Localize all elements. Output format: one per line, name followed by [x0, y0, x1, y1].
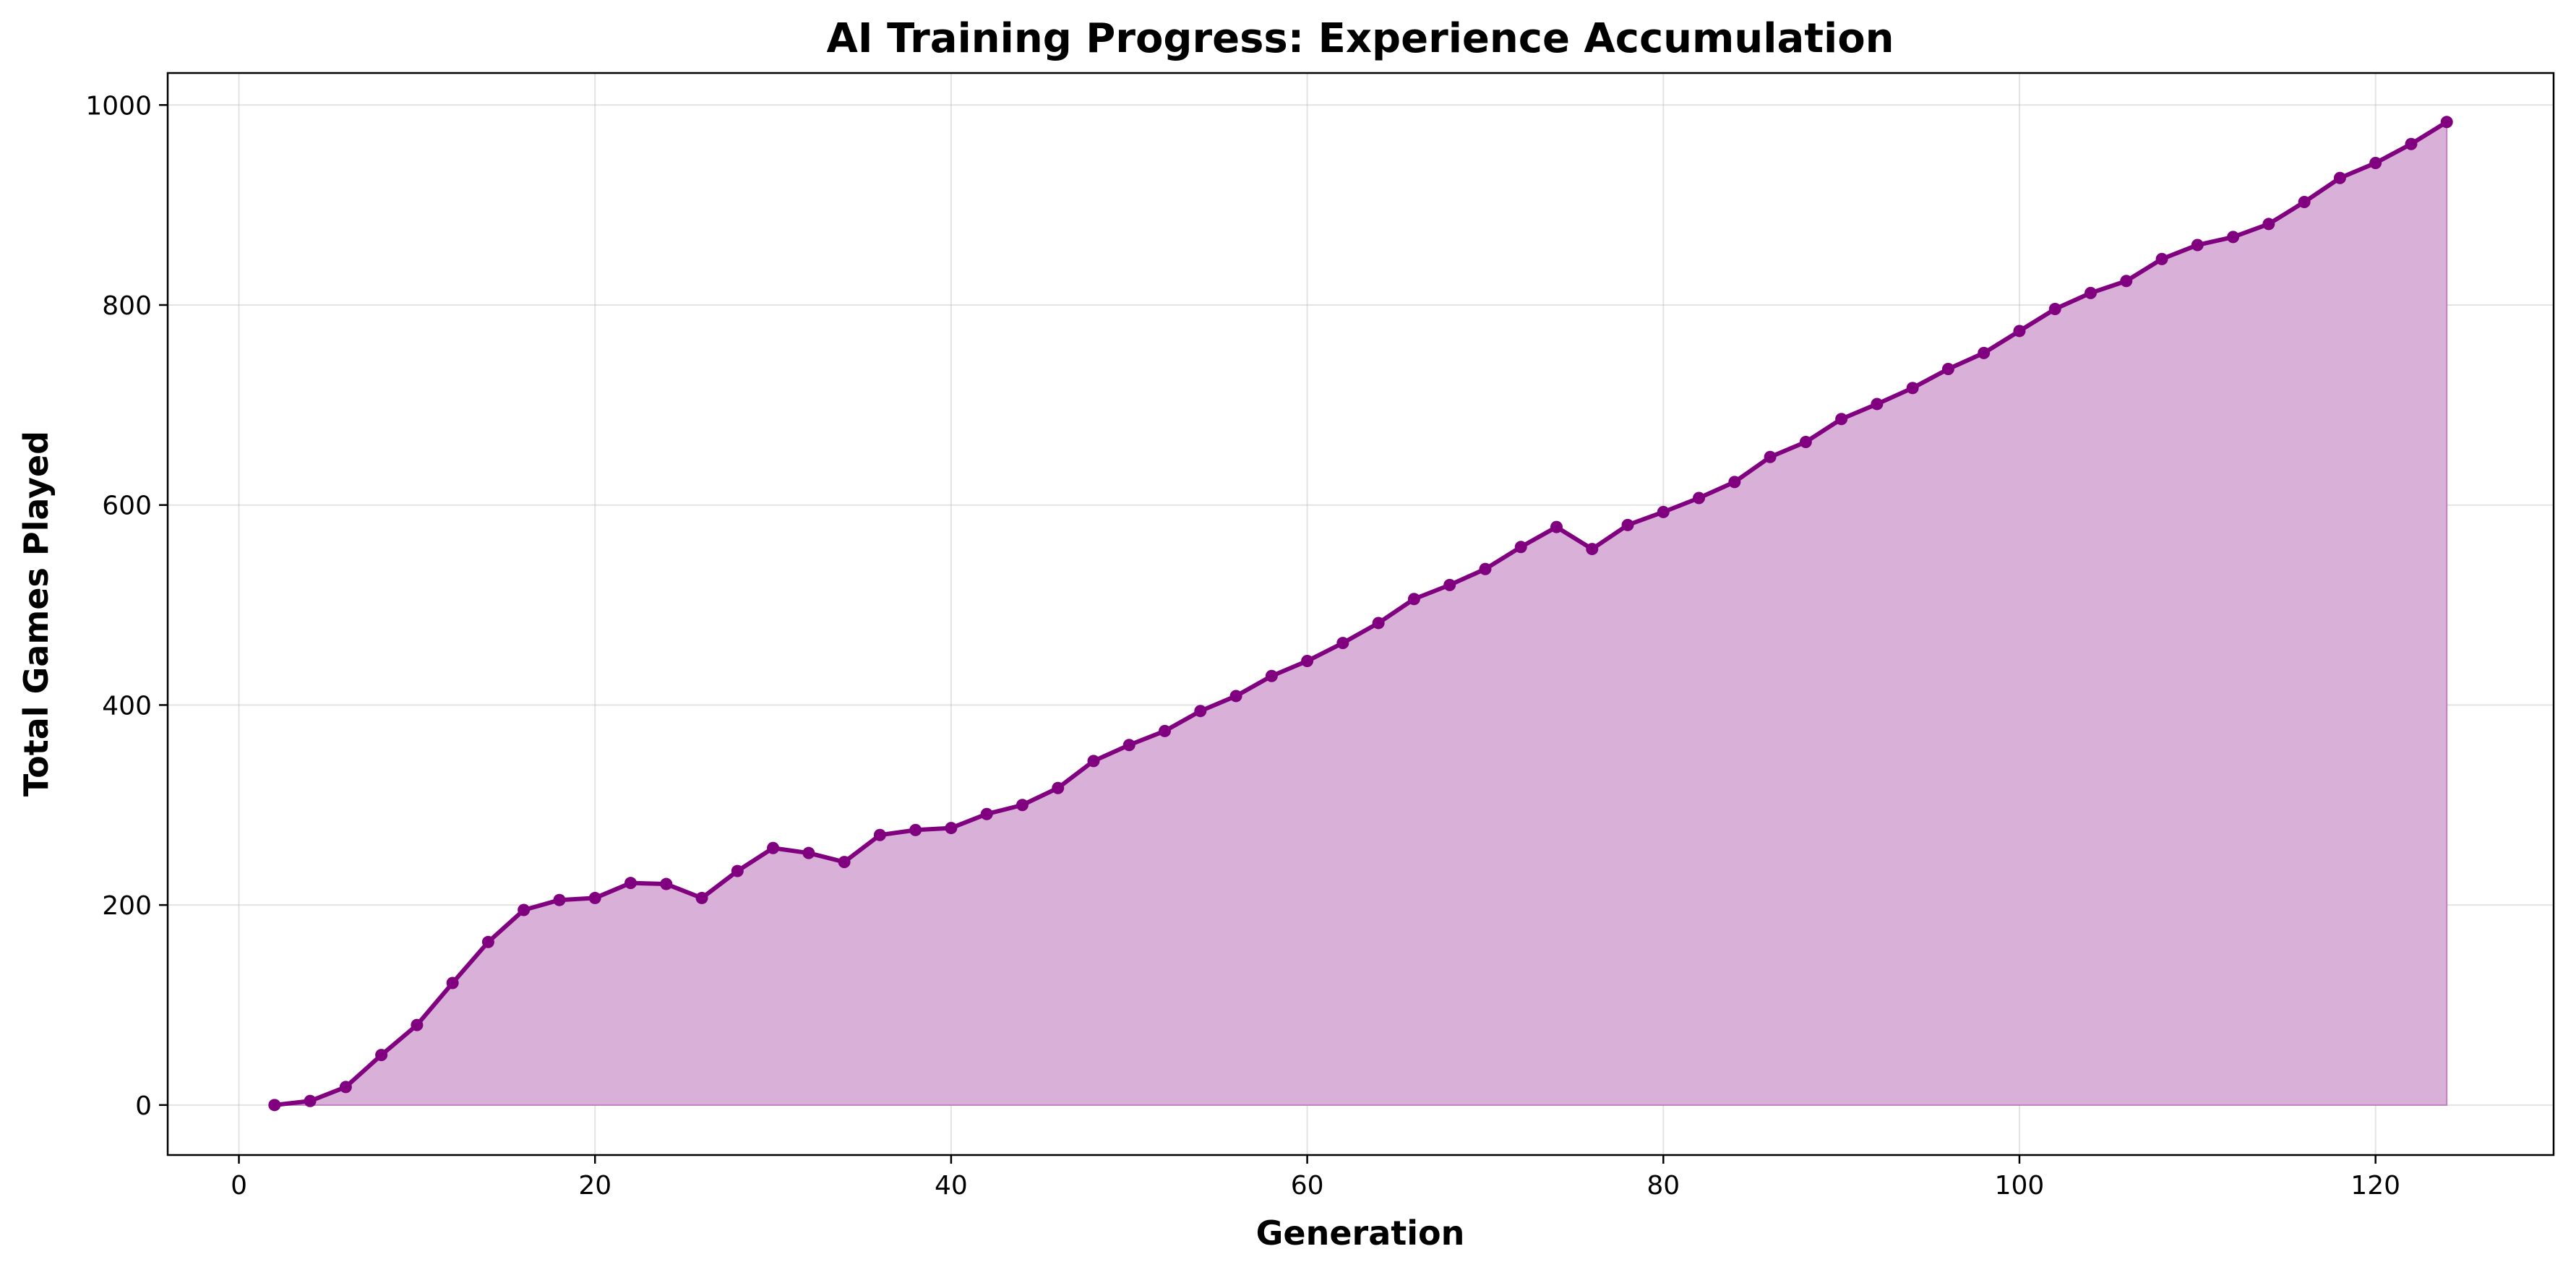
data-point [1229, 690, 1242, 703]
x-tick-label: 0 [231, 1171, 247, 1201]
data-point [1336, 637, 1349, 650]
data-point [1052, 781, 1065, 794]
data-point [945, 822, 958, 835]
data-point [588, 891, 601, 904]
data-point [304, 1094, 317, 1107]
data-point [1764, 450, 1777, 463]
data-point [1514, 541, 1527, 554]
data-point [2013, 325, 2026, 338]
data-point [2333, 171, 2346, 184]
x-axis-ticks: 0 20 40 60 80 100 120 [231, 1155, 2400, 1201]
data-point [2405, 137, 2418, 150]
data-point [481, 935, 494, 948]
data-point [2120, 275, 2133, 288]
data-point [802, 846, 815, 859]
data-point [2440, 116, 2453, 129]
data-point [1479, 562, 1492, 575]
data-point [731, 864, 744, 877]
y-tick-label: 1000 [85, 91, 152, 121]
data-point [2048, 303, 2061, 316]
x-tick-label: 100 [1995, 1171, 2045, 1201]
data-point [2085, 286, 2098, 299]
data-point [1122, 739, 1135, 752]
data-point [1586, 543, 1599, 556]
data-point [339, 1081, 352, 1094]
data-point [1693, 491, 1706, 505]
data-point [695, 891, 708, 904]
chart-title: AI Training Progress: Experience Accumul… [826, 15, 1894, 62]
data-point [909, 823, 922, 836]
data-point [873, 828, 886, 841]
data-point [1941, 363, 1954, 376]
data-point [2155, 252, 2168, 265]
data-point [980, 807, 993, 820]
y-axis-label: Total Games Played [17, 431, 56, 797]
data-point [624, 877, 637, 890]
data-point [1835, 413, 1848, 426]
plot-frame [166, 72, 2555, 1156]
data-point [2298, 195, 2311, 208]
data-point [838, 856, 851, 869]
data-point [2191, 239, 2204, 252]
data-point [2227, 231, 2240, 244]
data-point [375, 1049, 388, 1062]
x-axis-label: Generation [1256, 1214, 1465, 1253]
data-point [660, 877, 673, 890]
x-tick-label: 80 [1647, 1171, 1680, 1201]
data-point [1301, 655, 1314, 668]
data-point [1265, 669, 1278, 682]
data-point [1407, 593, 1420, 606]
data-point [268, 1099, 281, 1112]
data-point [1978, 346, 1991, 359]
x-tick-label: 60 [1291, 1171, 1324, 1201]
x-tick-label: 120 [2350, 1171, 2400, 1201]
y-tick-label: 200 [102, 891, 152, 921]
data-point [1159, 724, 1172, 737]
y-tick-label: 600 [102, 491, 152, 521]
data-point [2262, 218, 2275, 231]
data-point [1906, 382, 1919, 395]
data-point [2369, 157, 2382, 170]
data-point [1016, 799, 1029, 812]
data-point [1657, 505, 1670, 518]
y-tick-label: 800 [102, 291, 152, 321]
x-tick-label: 20 [578, 1171, 611, 1201]
data-point [1372, 617, 1385, 630]
data-point [1799, 436, 1812, 449]
data-point [1871, 398, 1884, 411]
data-point [767, 841, 780, 854]
y-tick-label: 400 [102, 691, 152, 721]
data-point [1087, 755, 1100, 768]
data-point [1194, 705, 1207, 718]
data-point [1728, 476, 1741, 489]
data-point [446, 976, 459, 989]
y-axis-ticks: 0 200 400 600 800 1000 [85, 91, 168, 1121]
data-point [411, 1018, 424, 1031]
y-tick-label: 0 [135, 1091, 152, 1121]
data-point [553, 893, 566, 906]
data-points-group [268, 116, 2453, 1112]
data-point [1621, 518, 1634, 531]
data-point [1443, 578, 1456, 591]
x-tick-label: 40 [935, 1171, 968, 1201]
data-point [518, 903, 531, 916]
data-point [1550, 520, 1563, 533]
